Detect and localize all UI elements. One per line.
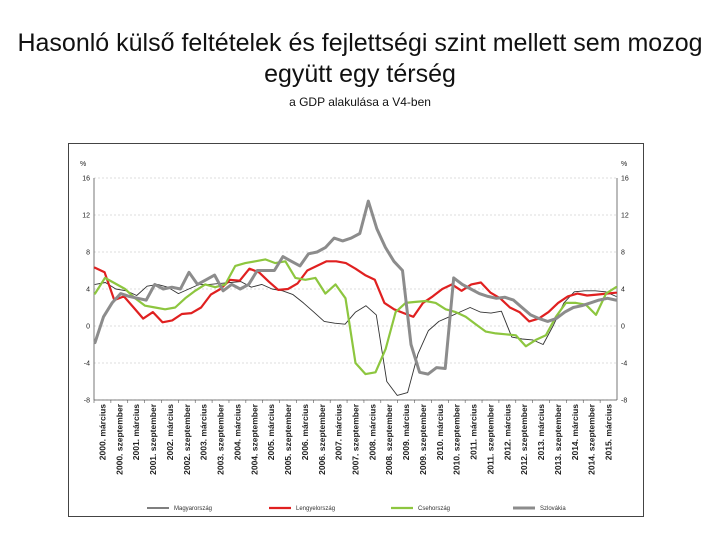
y-tick-label-right: 0	[621, 324, 625, 331]
x-tick-label: 2007. március	[334, 404, 344, 461]
chart-subtitle: a GDP alakulása a V4-ben	[289, 95, 431, 109]
x-tick-label: 2009. szeptember	[418, 403, 428, 475]
y-tick-label-left: -4	[84, 361, 90, 368]
x-tick-label: 2010. március	[435, 404, 445, 461]
x-tick-label: 2006. szeptember	[317, 403, 327, 475]
y-tick-label-right: 12	[621, 213, 629, 220]
y-tick-label-right: 16	[621, 176, 629, 183]
x-tick-label: 2012. március	[502, 404, 512, 461]
y-tick-label-right: 4	[621, 287, 625, 294]
x-tick-label: 2003. március	[199, 404, 209, 461]
x-tick-label: 2002. március	[165, 404, 175, 461]
y-tick-label-right: -4	[621, 361, 627, 368]
x-tick-label: 2005. március	[266, 404, 276, 461]
series-line-csehország	[93, 258, 618, 376]
x-tick-label: 2014. március	[570, 404, 580, 461]
x-tick-label: 2015. március	[604, 404, 614, 461]
x-tick-label: 2000. szeptember	[114, 403, 124, 475]
series-line-szlovákia	[93, 199, 618, 376]
y-unit-right: %	[621, 161, 627, 168]
x-tick-label: 2010. szeptember	[452, 403, 462, 475]
x-tick-label: 2000. március	[97, 404, 107, 461]
x-tick-label: 2003. szeptember	[216, 403, 226, 475]
chart-frame: -8 -8 -4 -4 0 0 4 4 8 8 12 12 16 16%% 2000. március 200…	[68, 143, 644, 517]
series-line-magyarország	[94, 281, 617, 396]
series-line-lengyelország	[93, 260, 618, 324]
x-tick-label: 2004. szeptember	[249, 403, 259, 475]
legend-label: Magyarország	[174, 506, 212, 512]
x-tick-label: 2006. március	[300, 404, 310, 461]
x-tick-label: 2012. szeptember	[519, 403, 529, 475]
gdp-line-chart: -8 -8 -4 -4 0 0 4 4 8 8 12 12 16 16% % 2000. március 200…	[80, 161, 629, 512]
y-tick-label-left: 4	[86, 287, 90, 294]
legend-label: Lengyelország	[296, 506, 335, 512]
x-tick-label: 2008. szeptember	[384, 403, 394, 475]
x-tick-label: 2014. szeptember	[587, 403, 597, 475]
x-tick-label: 2005. szeptember	[283, 403, 293, 475]
legend-label: Szlovákia	[540, 506, 566, 512]
y-tick-label-left: -8	[84, 398, 90, 405]
y-tick-label-right: -8	[621, 398, 627, 405]
x-tick-label: 2013. március	[536, 404, 546, 461]
y-unit-left: %	[80, 161, 86, 168]
x-tick-label: 2001. március	[131, 404, 141, 461]
x-tick-label: 2011. szeptember	[485, 403, 495, 474]
y-tick-label-left: 16	[82, 176, 90, 183]
x-tick-label: 2007. szeptember	[351, 403, 361, 475]
legend-label: Csehország	[418, 506, 450, 512]
y-tick-label-left: 0	[86, 324, 90, 331]
x-tick-label: 2008. március	[367, 404, 377, 461]
x-tick-label: 2013. szeptember	[553, 403, 563, 475]
x-tick-label: 2009. március	[401, 404, 411, 461]
y-tick-label-left: 12	[82, 213, 90, 220]
y-tick-label-right: 8	[621, 250, 625, 257]
x-tick-label: 2002. szeptember	[182, 403, 192, 475]
x-tick-label: 2011. március	[469, 404, 479, 460]
x-tick-label: 2004. március	[232, 404, 242, 461]
slide-title: Hasonló külső feltételek és fejlettségi …	[17, 29, 703, 88]
x-tick-label: 2001. szeptember	[148, 403, 158, 475]
y-tick-label-left: 8	[86, 250, 90, 257]
